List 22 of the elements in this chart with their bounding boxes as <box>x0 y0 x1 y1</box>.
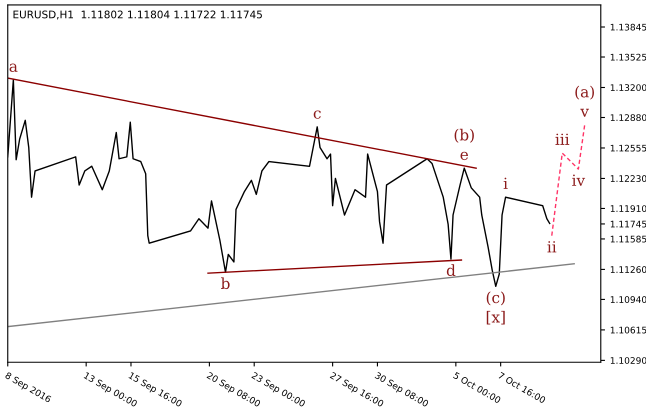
chart-title: EURUSD,H1 1.11802 1.11804 1.11722 1.11745 <box>14 10 262 20</box>
y-tick-label: 1.11745 <box>610 220 646 228</box>
annotation: i <box>504 178 508 189</box>
annotation: ii <box>547 241 556 252</box>
annotation: (c) <box>486 291 505 306</box>
line-series <box>551 124 586 236</box>
annotation: a <box>10 64 18 72</box>
y-tick-label: 1.10615 <box>610 326 646 334</box>
annotation: iv <box>572 174 586 186</box>
annotation: (a) <box>575 86 594 100</box>
annotation: v <box>580 108 589 117</box>
annotation: iii <box>555 134 570 145</box>
annotation: e <box>460 152 468 160</box>
y-tick-label: 1.11585 <box>610 236 646 242</box>
annotation: [x] <box>486 310 505 324</box>
annotation: c <box>314 110 321 119</box>
y-tick-label: 1.12555 <box>610 144 646 152</box>
y-tick-label: 1.13845 <box>610 24 646 31</box>
y-tick-label: 1.13525 <box>610 54 646 61</box>
annotation: d <box>446 264 456 276</box>
annotation: (b) <box>454 128 474 143</box>
annotation: b <box>221 277 230 290</box>
